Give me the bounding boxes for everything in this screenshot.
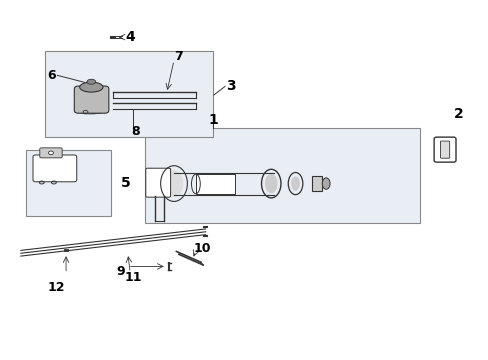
FancyBboxPatch shape [74, 86, 109, 113]
Bar [45, 51, 212, 137]
Text: 2: 2 [453, 107, 462, 121]
Ellipse shape [48, 151, 53, 155]
Ellipse shape [80, 82, 103, 92]
Ellipse shape [77, 107, 106, 114]
Bar [26, 150, 111, 216]
FancyBboxPatch shape [33, 155, 77, 182]
Ellipse shape [164, 170, 183, 197]
Text: 5: 5 [120, 176, 130, 189]
Text: 3: 3 [226, 80, 236, 93]
FancyBboxPatch shape [145, 168, 170, 197]
Ellipse shape [87, 79, 96, 84]
FancyBboxPatch shape [40, 148, 62, 158]
Bar [144, 128, 419, 223]
Text: 6: 6 [47, 69, 56, 82]
FancyBboxPatch shape [440, 141, 449, 158]
Ellipse shape [322, 178, 329, 189]
Bar [311, 176, 322, 191]
Text: 11: 11 [124, 271, 142, 284]
FancyBboxPatch shape [433, 137, 455, 162]
Text: 1: 1 [207, 113, 217, 127]
Ellipse shape [264, 174, 277, 193]
Text: 8: 8 [131, 125, 140, 138]
Ellipse shape [290, 176, 299, 191]
Text: 4: 4 [125, 30, 135, 44]
Text: 10: 10 [193, 242, 210, 255]
Text: 12: 12 [47, 281, 65, 294]
Text: 7: 7 [174, 50, 183, 63]
Bar [196, 174, 234, 194]
Text: 9: 9 [117, 265, 125, 278]
